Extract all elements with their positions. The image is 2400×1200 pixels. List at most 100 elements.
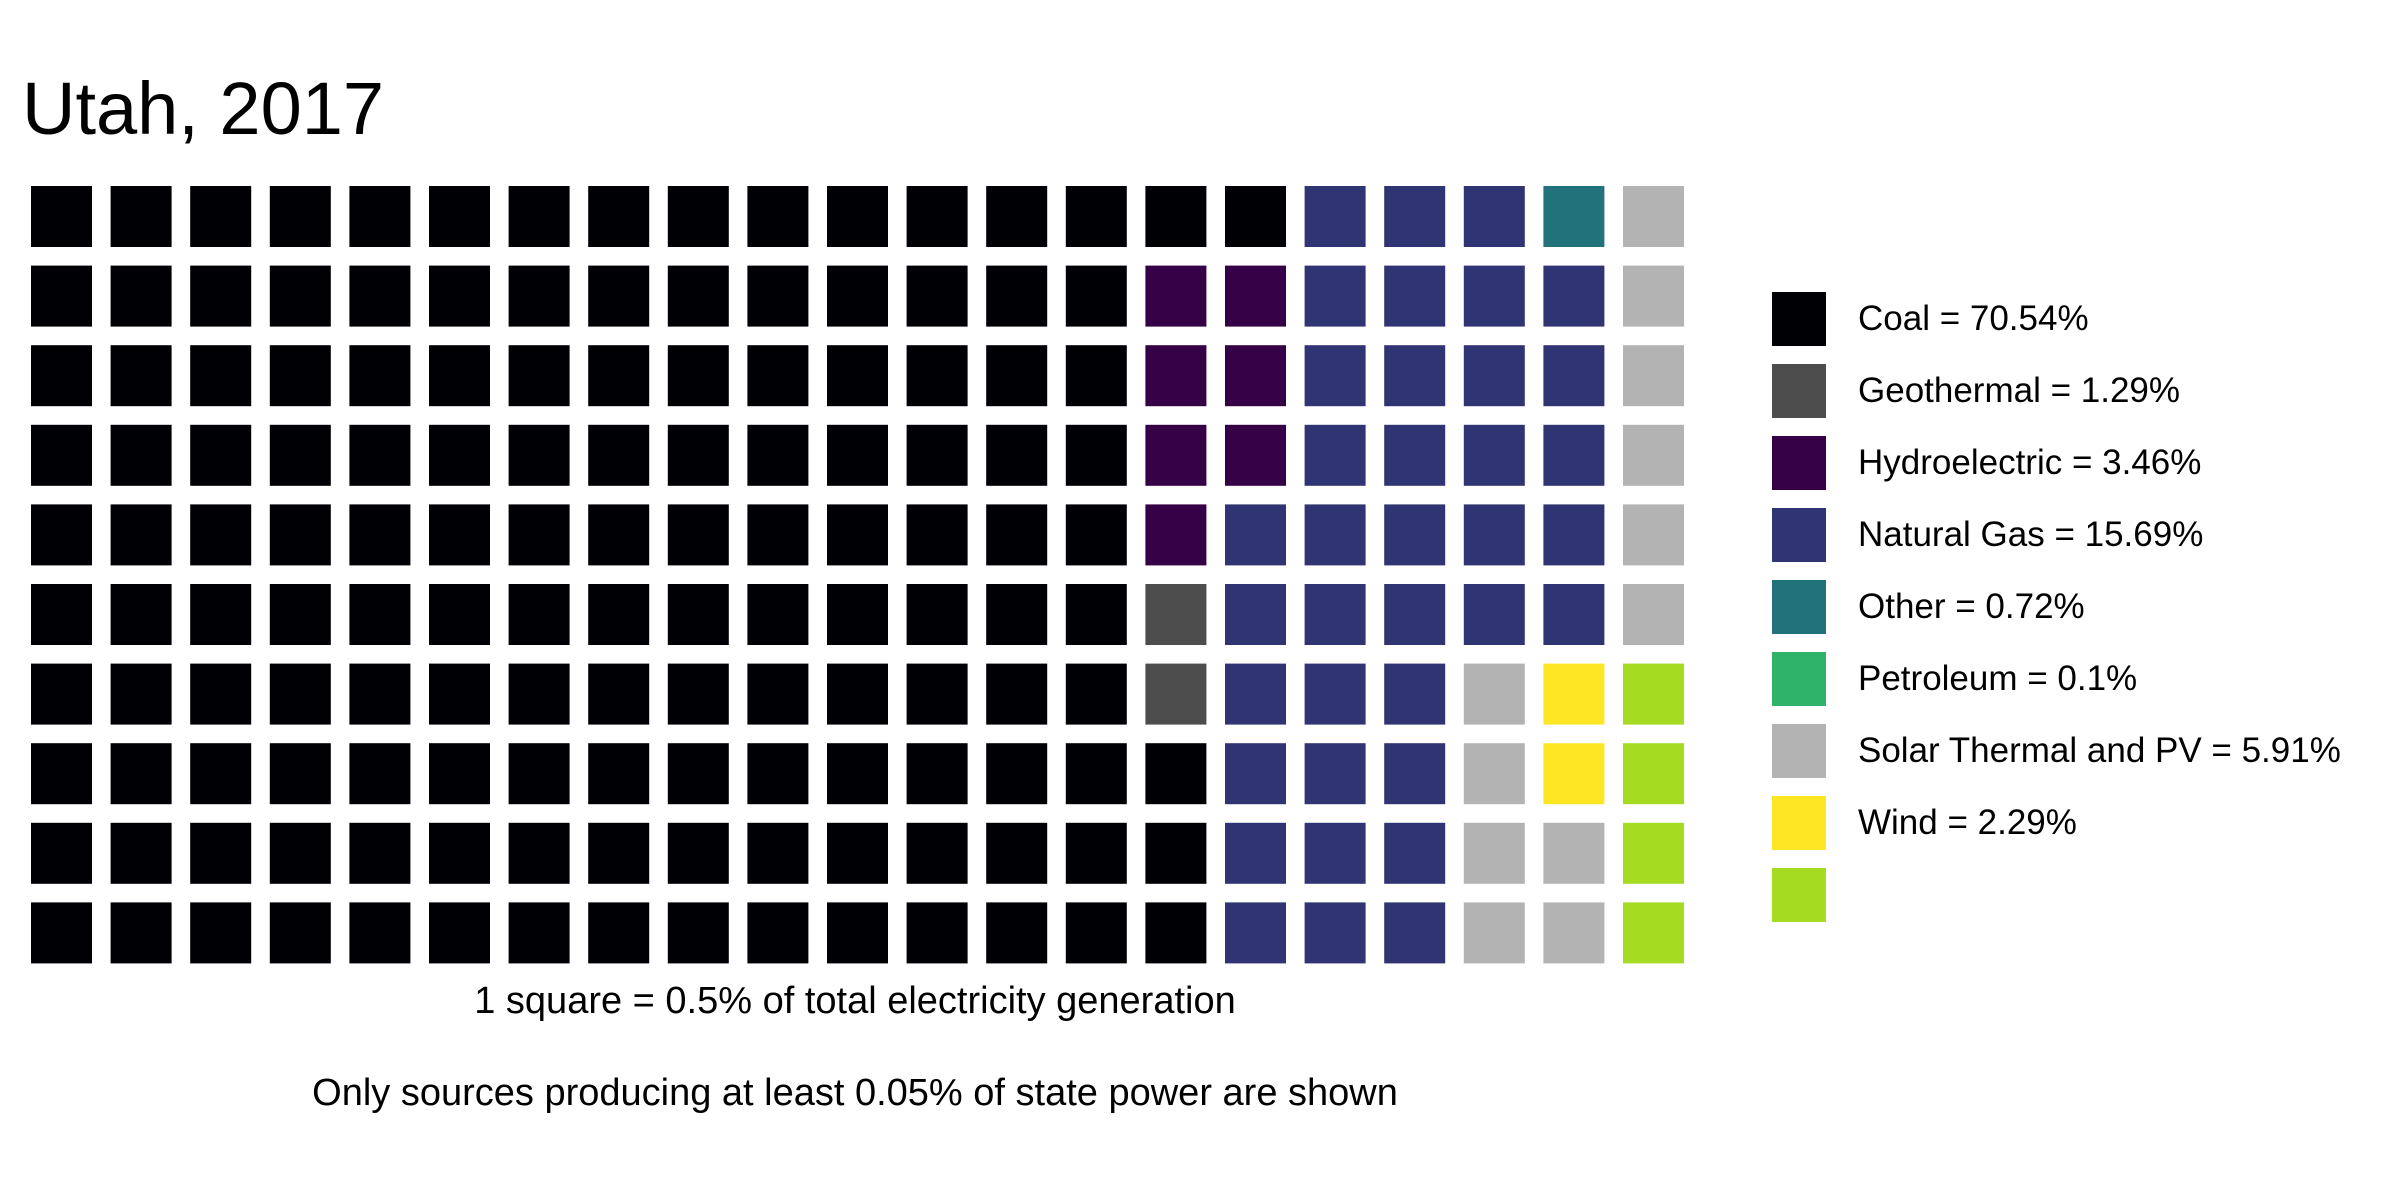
- waffle-square: [1145, 902, 1207, 964]
- waffle-square: [110, 424, 172, 486]
- waffle-square: [110, 902, 172, 964]
- legend-swatch: [1772, 652, 1826, 706]
- waffle-square: [747, 265, 809, 327]
- waffle-square: [508, 663, 570, 725]
- waffle-square: [269, 424, 331, 486]
- waffle-square: [1304, 186, 1366, 247]
- waffle-square: [429, 345, 490, 407]
- waffle-square: [986, 663, 1048, 725]
- waffle-square: [429, 663, 490, 725]
- waffle-square: [906, 902, 968, 964]
- waffle-square: [827, 504, 888, 566]
- waffle-square: [747, 424, 809, 486]
- waffle-square: [1384, 424, 1446, 486]
- waffle-square: [1543, 186, 1605, 247]
- waffle-square: [1623, 902, 1684, 964]
- waffle-square: [508, 265, 570, 327]
- waffle-square: [31, 902, 92, 964]
- waffle-square: [508, 584, 570, 645]
- waffle-square: [667, 743, 729, 805]
- waffle-square: [110, 743, 172, 805]
- waffle-square: [269, 504, 331, 566]
- waffle-square: [1145, 663, 1207, 725]
- waffle-square: [1145, 822, 1207, 884]
- waffle-square: [986, 743, 1048, 805]
- chart-title: Utah, 2017: [22, 67, 385, 150]
- waffle-square: [906, 345, 968, 407]
- waffle-square: [827, 424, 888, 486]
- waffle-square: [986, 345, 1048, 407]
- waffle-square: [269, 584, 331, 645]
- waffle-square: [1065, 822, 1127, 884]
- waffle-square: [906, 186, 968, 247]
- waffle-square: [1543, 743, 1605, 805]
- waffle-square: [1384, 186, 1446, 247]
- waffle-square: [31, 265, 92, 327]
- waffle-square: [190, 186, 252, 247]
- waffle-square: [429, 902, 490, 964]
- waffle-square: [1623, 504, 1684, 566]
- waffle-square: [190, 345, 252, 407]
- waffle-square: [110, 265, 172, 327]
- waffle-square: [110, 504, 172, 566]
- waffle-square: [1384, 504, 1446, 566]
- waffle-square: [190, 265, 252, 327]
- legend-label: Other = 0.72%: [1858, 587, 2085, 626]
- waffle-square: [588, 265, 650, 327]
- waffle-square: [31, 743, 92, 805]
- waffle-square: [1225, 424, 1286, 486]
- waffle-square: [1463, 743, 1525, 805]
- waffle-square: [747, 663, 809, 725]
- waffle-square: [269, 345, 331, 407]
- waffle-square: [269, 186, 331, 247]
- waffle-square: [1463, 504, 1525, 566]
- legend-swatch: [1772, 580, 1826, 634]
- waffle-square: [190, 663, 252, 725]
- waffle-square: [827, 265, 888, 327]
- waffle-square: [349, 186, 411, 247]
- waffle-square: [827, 743, 888, 805]
- legend-label: Coal = 70.54%: [1858, 299, 2089, 338]
- waffle-square: [1225, 504, 1286, 566]
- waffle-square: [986, 902, 1048, 964]
- waffle-square: [1623, 822, 1684, 884]
- waffle-square: [349, 345, 411, 407]
- waffle-square: [1543, 822, 1605, 884]
- waffle-square: [1463, 902, 1525, 964]
- waffle-square: [1384, 822, 1446, 884]
- waffle-square: [667, 186, 729, 247]
- legend-swatch: [1772, 868, 1826, 922]
- waffle-square: [1463, 186, 1525, 247]
- waffle-square: [1225, 345, 1286, 407]
- waffle-square: [349, 584, 411, 645]
- waffle-square: [110, 584, 172, 645]
- waffle-square: [588, 345, 650, 407]
- waffle-square: [1623, 663, 1684, 725]
- waffle-square: [747, 743, 809, 805]
- waffle-square: [349, 424, 411, 486]
- legend-swatch: [1772, 724, 1826, 778]
- waffle-square: [31, 504, 92, 566]
- waffle-square: [508, 822, 570, 884]
- legend-label: Natural Gas = 15.69%: [1858, 515, 2204, 554]
- waffle-square: [429, 743, 490, 805]
- legend-swatch: [1772, 364, 1826, 418]
- waffle-square: [31, 345, 92, 407]
- legend-swatch: [1772, 508, 1826, 562]
- waffle-square: [588, 902, 650, 964]
- waffle-square: [190, 504, 252, 566]
- waffle-square: [667, 265, 729, 327]
- waffle-square: [1225, 186, 1286, 247]
- waffle-square: [349, 663, 411, 725]
- waffle-square: [1225, 822, 1286, 884]
- waffle-square: [588, 186, 650, 247]
- waffle-square: [31, 584, 92, 645]
- waffle-square: [747, 345, 809, 407]
- waffle-square: [986, 504, 1048, 566]
- waffle-square: [508, 424, 570, 486]
- waffle-square: [1623, 265, 1684, 327]
- waffle-square: [1225, 265, 1286, 327]
- waffle-square: [827, 584, 888, 645]
- waffle-square: [269, 902, 331, 964]
- waffle-square: [1145, 584, 1207, 645]
